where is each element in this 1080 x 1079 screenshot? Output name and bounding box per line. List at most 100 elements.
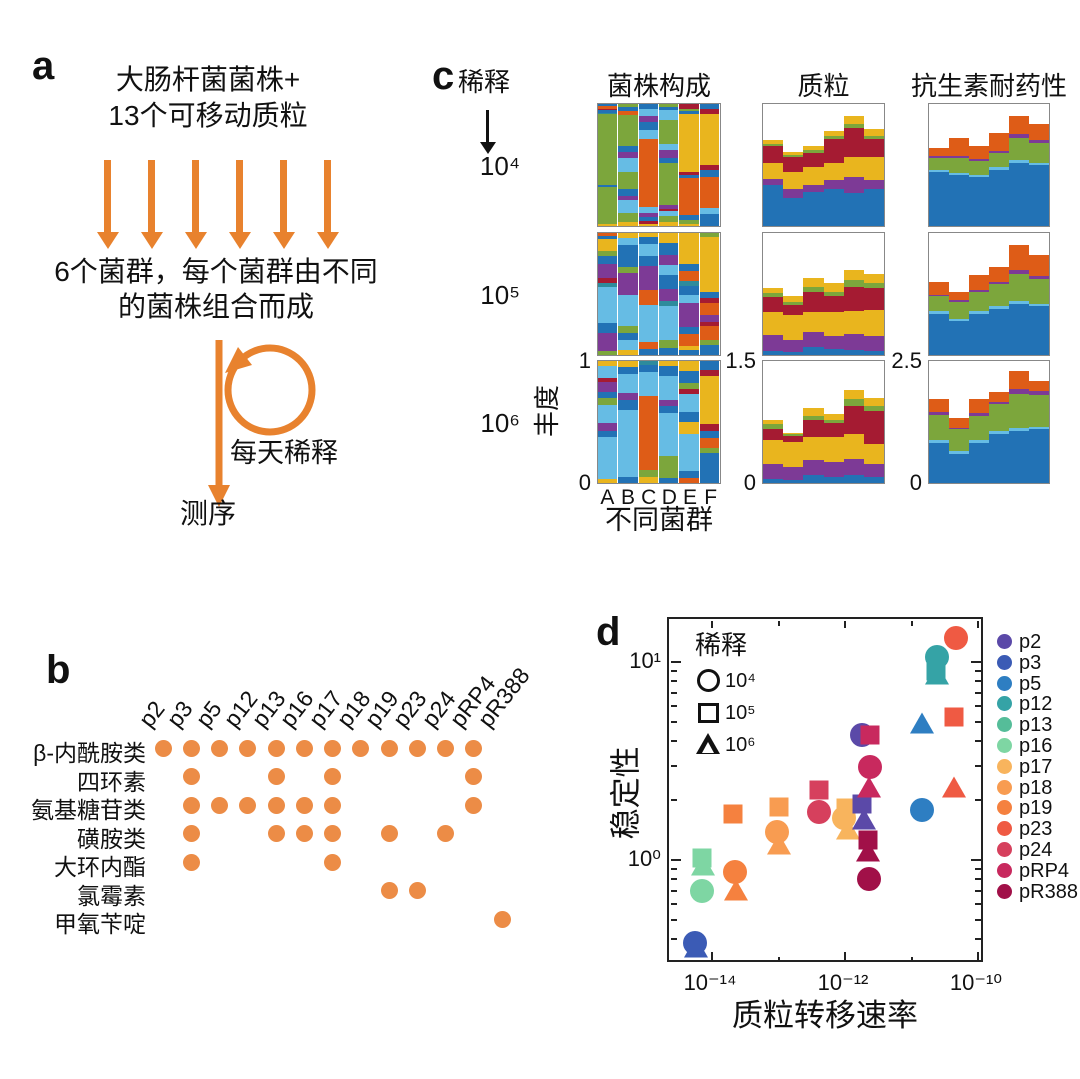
axis-tick	[671, 764, 677, 767]
bar-segment	[929, 169, 949, 173]
bar-segment	[598, 113, 618, 185]
dilution-arrow-shaft	[486, 110, 489, 144]
resistance-dot	[465, 768, 483, 785]
bar-segment	[783, 466, 804, 480]
bar-segment	[823, 348, 844, 355]
bar-segment	[969, 145, 989, 160]
bar-segment	[598, 479, 618, 483]
resistance-dot	[267, 796, 285, 814]
y-axis-zero-label: 0	[743, 470, 756, 495]
plasmid-column-label: p5	[190, 695, 227, 732]
bar-segment	[803, 146, 824, 151]
bar-segment	[929, 311, 949, 314]
stacked-bar	[989, 233, 1009, 355]
inoculation-arrow-head	[229, 232, 251, 249]
axis-tick	[971, 661, 981, 663]
stacked-bar	[949, 104, 969, 226]
inoculation-arrow-head	[273, 232, 295, 249]
resistance-dot	[465, 739, 483, 757]
scatter-marker-p12	[925, 663, 950, 685]
dilution-legend-title: 稀释	[695, 630, 748, 660]
bar-segment	[618, 409, 638, 477]
bar-segment	[823, 476, 844, 483]
bar-segment	[1029, 143, 1049, 163]
bar-segment	[863, 476, 885, 483]
plasmid-legend-label: pRP4	[1019, 859, 1070, 882]
bar-segment	[618, 222, 638, 226]
bar-segment	[1009, 274, 1029, 301]
bar-segment	[803, 152, 824, 168]
bar-segment	[679, 350, 699, 355]
plasmid-legend-label: p12	[1019, 693, 1053, 716]
bar-segment	[843, 193, 864, 226]
y-axis-max-label: 1	[578, 348, 591, 373]
bar-segment	[989, 308, 1009, 355]
bar-segment	[679, 434, 699, 471]
panel-a-step2-line1: 6个菌群，每个菌群由不同	[54, 256, 378, 287]
bar-segment	[969, 413, 989, 416]
bar-segment	[1009, 116, 1029, 134]
bar-segment	[658, 478, 679, 483]
bar-segment	[863, 411, 885, 444]
bar-segment	[598, 430, 618, 437]
loop-circle	[224, 344, 316, 436]
stability-ylabel: 稳定性	[608, 746, 644, 840]
bar-segment	[679, 393, 699, 413]
bar-segment	[638, 305, 658, 342]
bar-segment	[1009, 389, 1029, 394]
bar-segment	[783, 479, 804, 483]
axis-tick	[977, 621, 979, 628]
bar-segment	[803, 332, 824, 347]
bar-segment	[638, 372, 658, 397]
bar-segment	[598, 186, 618, 224]
bar-segment	[783, 296, 804, 303]
plasmid-legend-dot	[997, 821, 1012, 837]
stacked-bar	[803, 361, 824, 483]
bar-segment	[969, 440, 989, 443]
bar-segment	[823, 422, 844, 438]
resistance-dot	[182, 853, 200, 871]
stacked-bar	[658, 104, 680, 226]
bar-segment	[618, 367, 638, 375]
axis-tick	[671, 720, 677, 723]
panel-a-title-line2: 13个可移动质粒	[108, 100, 308, 131]
bar-segment	[658, 400, 679, 407]
bar-segment	[989, 152, 1009, 168]
plasmid-legend-dot	[997, 717, 1012, 733]
bar-segment	[598, 351, 618, 355]
bar-segment	[843, 280, 864, 287]
bar-segment	[969, 274, 989, 290]
axis-tick	[977, 952, 979, 962]
bar-segment	[823, 419, 844, 423]
bar-segment	[598, 283, 618, 287]
axis-tick	[975, 670, 981, 673]
bar-segment	[929, 172, 949, 226]
bar-segment	[638, 348, 658, 355]
bar-segment	[1029, 162, 1049, 165]
bar-segment	[1009, 427, 1029, 431]
bar-segment	[638, 361, 658, 365]
dilution-loop-diagram	[208, 340, 316, 507]
bar-segment	[989, 150, 1009, 153]
bar-segment	[638, 476, 658, 483]
resistance-dot	[324, 796, 341, 814]
bar-segment	[863, 135, 885, 139]
bar-segment	[783, 189, 804, 198]
plasmid-column-label: pRP4	[444, 670, 501, 732]
bar-segment	[929, 398, 949, 413]
bar-segment	[863, 273, 885, 283]
bar-segment	[1029, 140, 1049, 144]
bar-segment	[1009, 162, 1029, 226]
bar-segment	[929, 156, 949, 158]
bar-segment	[803, 150, 824, 153]
bar-segment	[618, 374, 638, 393]
bar-segment	[598, 365, 618, 379]
scatter-marker-p2	[851, 808, 876, 830]
bar-segment	[658, 456, 679, 479]
legend-square-glyph	[698, 703, 719, 723]
scatter-marker-p23	[944, 707, 964, 727]
antibiotic-class-label: 大环内酯	[54, 854, 146, 880]
dilution-row-label: 10⁵	[480, 280, 520, 310]
bar-segment	[783, 435, 804, 443]
stacked-bar	[989, 361, 1009, 483]
